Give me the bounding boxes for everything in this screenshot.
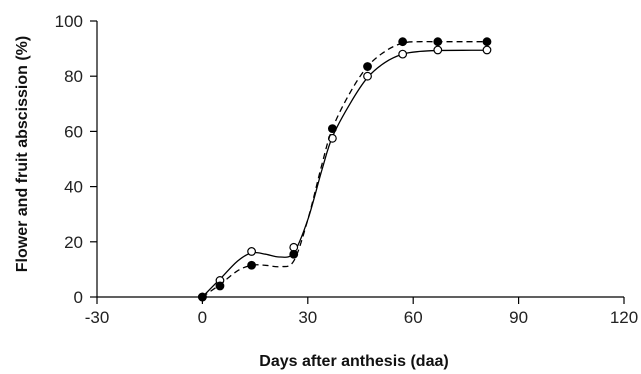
series-2-point [215, 281, 225, 291]
y-tick-label: 60 [64, 122, 83, 141]
y-axis-ticks: 0 20 40 60 80 100 [55, 12, 97, 307]
series-1-point [482, 45, 492, 55]
series-2-point [289, 249, 299, 259]
series-2-point [197, 292, 207, 302]
series-1-point [363, 71, 372, 81]
x-axis-ticks: -30 0 30 60 90 120 [85, 297, 638, 327]
x-tick-label: 30 [298, 308, 317, 327]
series-2 [197, 37, 492, 302]
series-2-point [327, 124, 337, 134]
x-tick-label: 120 [610, 308, 638, 327]
series-2-point [433, 37, 443, 47]
y-tick-label: 40 [64, 178, 83, 197]
y-tick-label: 80 [64, 67, 83, 86]
y-axis-title: Flower and fruit abscission (%) [14, 36, 31, 272]
series-2-line [202, 40, 487, 298]
series-1-point [433, 45, 443, 55]
y-tick-label: 20 [64, 233, 83, 252]
series-2-point [363, 62, 372, 71]
series-2-point [482, 37, 492, 47]
y-tick-label: 100 [55, 12, 83, 31]
x-tick-label: 90 [509, 308, 528, 327]
series-1-line [201, 49, 488, 298]
x-axis-title: Days after anthesis (daa) [259, 353, 448, 370]
x-tick-label: -30 [85, 308, 110, 327]
series-1-point [398, 49, 408, 59]
series-1 [197, 45, 492, 302]
series-1-point [247, 247, 256, 256]
series-layer [197, 37, 492, 302]
x-tick-label: 0 [198, 308, 207, 327]
series-2-point [247, 260, 256, 270]
x-tick-label: 60 [404, 308, 423, 327]
series-2-point [398, 37, 408, 47]
y-tick-label: 0 [74, 288, 83, 307]
